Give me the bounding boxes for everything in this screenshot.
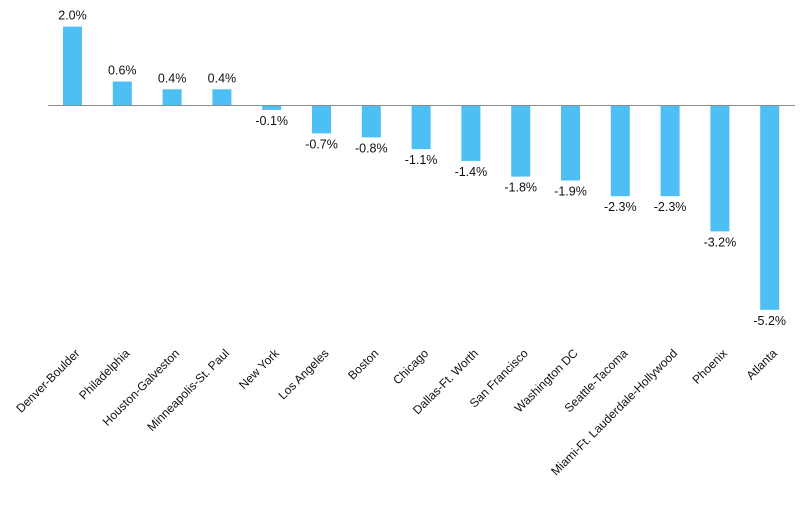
category-label: Atlanta xyxy=(744,346,781,383)
category-label: Phoenix xyxy=(689,346,730,387)
data-label: -1.9% xyxy=(554,185,587,199)
data-label: 0.4% xyxy=(158,71,187,85)
bar xyxy=(162,89,182,105)
bar xyxy=(112,81,132,105)
value-labels-layer: 2.0% 0.6% 0.4% 0.4% -0.1% -0.7% -0.8% -1.1% -1.4… xyxy=(58,9,786,328)
bar xyxy=(411,106,431,150)
bar xyxy=(561,106,580,181)
data-label: -0.1% xyxy=(255,114,288,128)
bar xyxy=(511,106,531,177)
category-label: Chicago xyxy=(390,346,431,387)
data-label: -1.1% xyxy=(405,153,438,167)
bar xyxy=(461,106,481,161)
category-label: Los Angeles xyxy=(275,346,331,402)
data-label: -1.4% xyxy=(455,165,488,179)
data-label: -1.8% xyxy=(504,181,537,195)
bar xyxy=(262,106,282,110)
bar xyxy=(63,26,82,106)
data-label: -0.8% xyxy=(355,141,388,155)
bar xyxy=(610,106,630,197)
bar xyxy=(660,106,680,197)
category-label: Minneapolis-St. Paul xyxy=(144,346,232,434)
bar xyxy=(212,89,232,105)
data-label: -3.2% xyxy=(704,235,737,249)
bar xyxy=(312,106,331,134)
data-label: 2.0% xyxy=(58,9,87,23)
data-label: -5.2% xyxy=(753,314,786,328)
category-label: Boston xyxy=(345,346,381,382)
category-label: New York xyxy=(236,346,282,392)
category-labels-layer: Denver-BoulderPhiladelphiaHouston-Galves… xyxy=(13,346,780,479)
bars-layer xyxy=(63,26,780,310)
data-label: -2.3% xyxy=(604,200,637,214)
category-label: Denver-Boulder xyxy=(13,346,82,415)
bar xyxy=(361,106,381,138)
data-label: -2.3% xyxy=(654,200,687,214)
bar xyxy=(760,106,780,310)
data-label: -0.7% xyxy=(305,137,338,151)
data-label: 0.4% xyxy=(208,71,237,85)
bar xyxy=(710,106,730,232)
data-label: 0.6% xyxy=(108,64,137,78)
